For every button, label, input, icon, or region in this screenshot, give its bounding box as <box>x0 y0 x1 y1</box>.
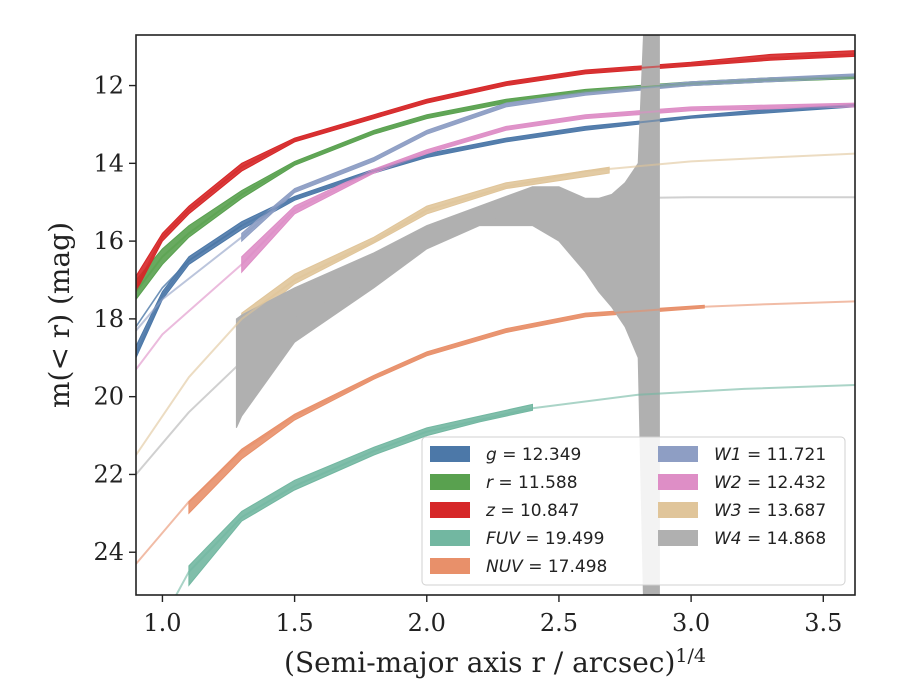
x-axis-ticks: 1.0 1.5 2.0 2.5 3.0 3.5 <box>143 595 842 637</box>
band-w4 <box>235 35 660 595</box>
x-tick-label: 2.5 <box>540 609 578 637</box>
model-line-w1 <box>136 74 855 332</box>
legend-series-name: g <box>486 445 497 465</box>
legend-label-nuv: NUV = 17.498 <box>486 557 607 577</box>
y-tick-label: 22 <box>93 460 124 488</box>
band-w3 <box>241 166 610 328</box>
legend-series-name: z <box>485 501 496 521</box>
x-axis-label-main: (Semi-major axis r / arcsec) <box>284 646 675 679</box>
model-lines <box>136 53 855 595</box>
model-line-w4 <box>136 196 855 476</box>
model-line-nuv <box>136 300 855 565</box>
model-line-g <box>136 104 855 355</box>
x-tick-label: 1.0 <box>143 609 181 637</box>
secondary-line-g <box>136 224 243 328</box>
y-axis-label: m(< r) (mag) <box>43 222 76 408</box>
legend-series-value: = 11.721 <box>742 445 827 465</box>
legend-series-name: W3 <box>714 501 742 521</box>
legend-series-name: W2 <box>714 473 742 493</box>
band-z <box>136 50 855 292</box>
model-line-z <box>136 53 855 289</box>
legend-swatch-nuv <box>430 558 470 574</box>
band-nuv <box>188 304 705 515</box>
legend-series-value: = 19.499 <box>520 529 605 549</box>
legend-series-value: = 14.868 <box>742 529 827 549</box>
model-line-fuv <box>175 384 855 595</box>
uncertainty-bands <box>136 35 855 595</box>
legend-swatch-r <box>430 474 470 490</box>
legend-series-name: NUV <box>486 557 524 577</box>
legend-label-w3: W3 = 13.687 <box>714 501 826 521</box>
legend-series-name: r <box>486 473 494 493</box>
legend-label-w1: W1 = 11.721 <box>714 445 826 465</box>
legend-label-z: z = 10.847 <box>485 501 579 521</box>
y-tick-label: 14 <box>93 149 124 177</box>
legend-series-value: = 12.432 <box>742 473 827 493</box>
legend-box <box>421 436 846 586</box>
model-line-w3 <box>136 152 855 456</box>
legend-swatch-z <box>430 502 470 518</box>
y-tick-label: 18 <box>93 305 124 333</box>
legend-label-w4: W4 = 14.868 <box>714 529 826 549</box>
x-tick-label: 2.0 <box>408 609 446 637</box>
x-tick-label: 3.5 <box>804 609 842 637</box>
x-axis-label: (Semi-major axis r / arcsec)1/4 <box>284 645 706 679</box>
x-tick-label: 1.5 <box>276 609 314 637</box>
band-r <box>136 75 855 301</box>
legend-swatch-fuv <box>430 530 470 546</box>
y-tick-label: 12 <box>93 72 124 100</box>
band-g <box>136 103 855 359</box>
legend-series-value: = 13.687 <box>742 501 827 521</box>
legend-label-fuv: FUV = 19.499 <box>486 529 604 549</box>
x-axis-label-superscript: 1/4 <box>675 645 706 667</box>
legend-label-w2: W2 = 12.432 <box>714 473 826 493</box>
model-line-w2 <box>136 104 855 371</box>
legend-series-value: = 10.847 <box>495 501 580 521</box>
legend-swatch-w1 <box>658 446 698 462</box>
legend-label-r: r = 11.588 <box>486 473 578 493</box>
legend-series-name: FUV <box>486 529 521 549</box>
x-tick-label: 3.0 <box>672 609 710 637</box>
legend-series-value: = 17.498 <box>523 557 608 577</box>
legend-series-name: W1 <box>714 445 742 465</box>
legend-series-value: = 11.588 <box>493 473 578 493</box>
y-tick-label: 24 <box>93 538 124 566</box>
legend-series-value: = 12.349 <box>497 445 582 465</box>
y-axis-ticks: 12 14 16 18 20 22 24 <box>93 72 136 566</box>
y-tick-label: 16 <box>93 227 124 255</box>
band-w1 <box>241 73 855 243</box>
legend-label-g: g = 12.349 <box>486 445 581 465</box>
plot-frame <box>135 34 856 596</box>
legend-swatch-w4 <box>658 530 698 546</box>
legend-series-name: W4 <box>714 529 742 549</box>
legend-swatch-g <box>430 446 470 462</box>
band-fuv <box>188 403 533 587</box>
legend-swatch-w3 <box>658 502 698 518</box>
legend-swatch-w2 <box>658 474 698 490</box>
y-tick-label: 20 <box>93 383 124 411</box>
band-w2 <box>241 102 855 274</box>
